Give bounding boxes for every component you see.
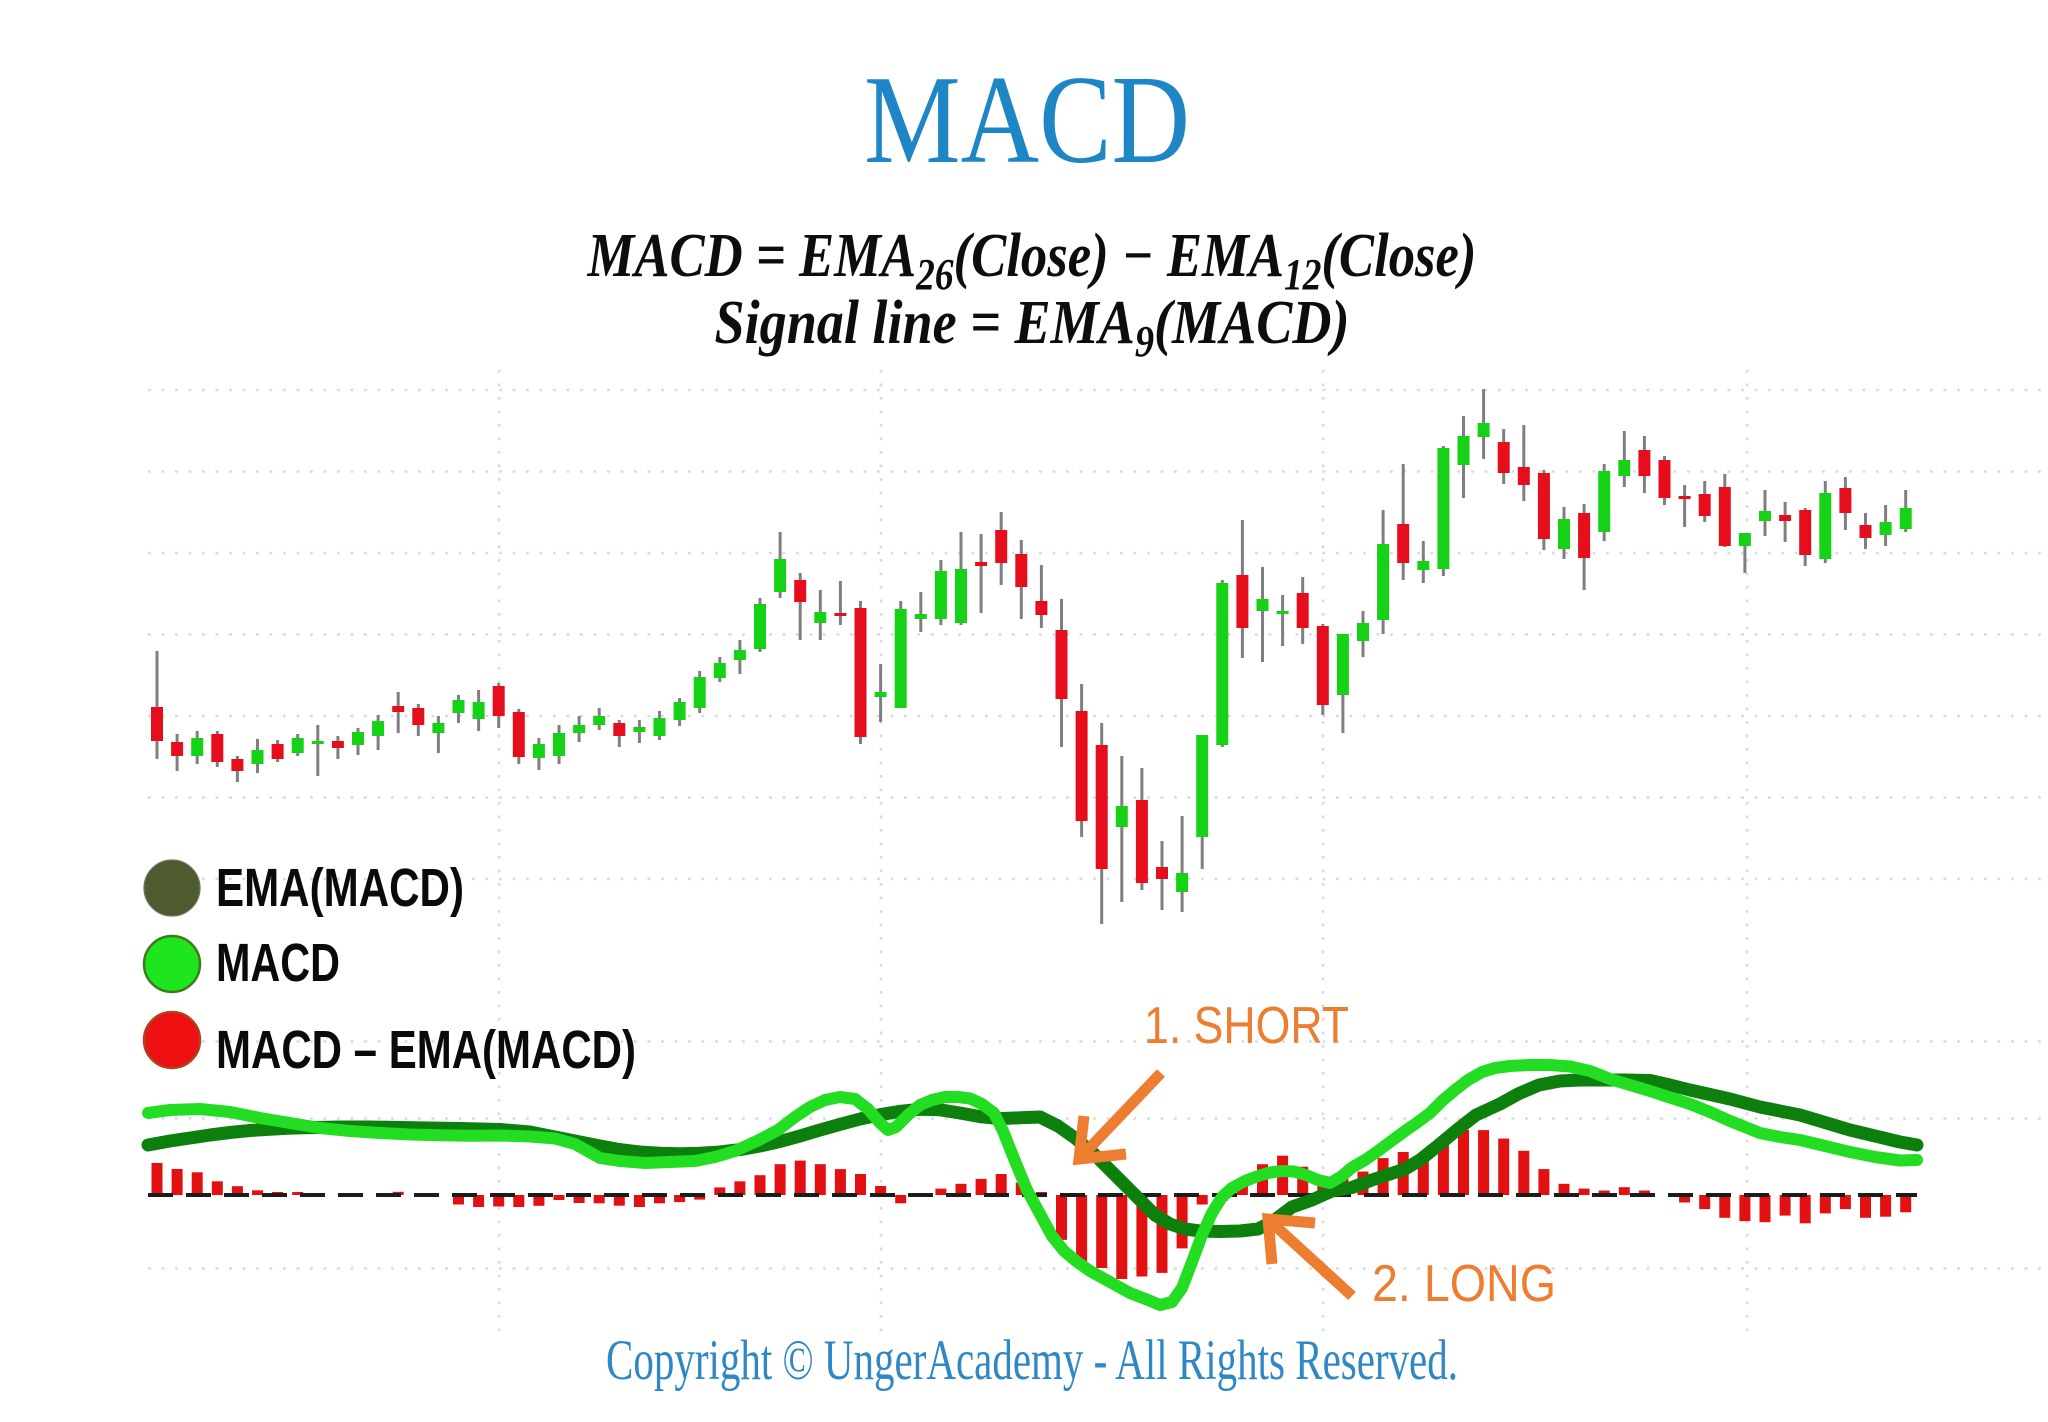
svg-text:EMA(MACD): EMA(MACD) bbox=[216, 858, 464, 918]
svg-text:MACD = EMA26(Close) − EMA12(Cl: MACD = EMA26(Close) − EMA12(Close) bbox=[587, 222, 1477, 299]
svg-text:MACD: MACD bbox=[864, 51, 1190, 190]
svg-text:MACD – EMA(MACD): MACD – EMA(MACD) bbox=[216, 1020, 636, 1080]
svg-text:1. SHORT: 1. SHORT bbox=[1144, 997, 1349, 1055]
svg-text:MACD: MACD bbox=[216, 933, 340, 993]
svg-text:Copyright © UngerAcademy - All: Copyright © UngerAcademy - All Rights Re… bbox=[606, 1329, 1458, 1392]
svg-text:Signal line = EMA9(MACD): Signal line = EMA9(MACD) bbox=[715, 289, 1350, 366]
svg-text:2. LONG: 2. LONG bbox=[1372, 1255, 1556, 1313]
